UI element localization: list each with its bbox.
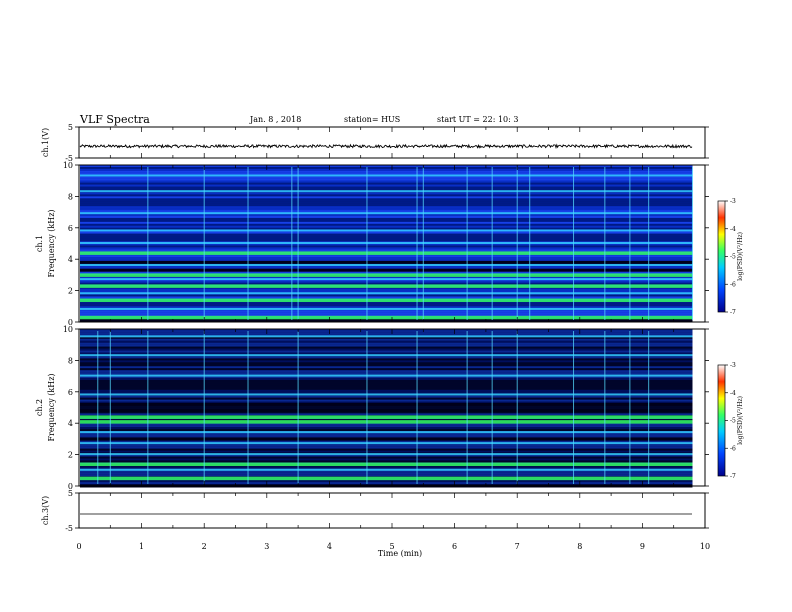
spectrogram-texture bbox=[80, 328, 693, 486]
emission-band bbox=[80, 476, 693, 481]
emission-band bbox=[80, 292, 693, 295]
x-tick-label: 10 bbox=[700, 542, 710, 551]
y-tick-label: 10 bbox=[63, 325, 73, 334]
emission-band bbox=[80, 273, 693, 277]
emission-band bbox=[80, 420, 693, 424]
y-axis-label: Frequency (kHz) bbox=[47, 373, 56, 441]
x-tick-label: 6 bbox=[452, 542, 457, 551]
start-time-label: start UT = 22: 10: 3 bbox=[437, 115, 518, 124]
emission-band bbox=[80, 393, 693, 396]
dark-band bbox=[80, 437, 693, 441]
x-tick-label: 2 bbox=[202, 542, 207, 551]
y-tick-label: 2 bbox=[68, 451, 73, 460]
emission-band bbox=[80, 190, 693, 193]
emission-band bbox=[80, 284, 693, 288]
colorbar-tick-label: -4 bbox=[730, 390, 736, 397]
emission-band bbox=[80, 431, 693, 434]
y-axis-label: ch.3(V) bbox=[41, 496, 50, 525]
dark-band bbox=[80, 402, 693, 406]
emission-band bbox=[80, 174, 693, 177]
emission-band bbox=[80, 468, 693, 471]
y-tick-label: 5 bbox=[68, 123, 73, 132]
figure-title: VLF Spectra bbox=[79, 113, 150, 126]
ch2-colorbar: -3 -4 -5 -6 -7 log(PSD)(V²/Hz) bbox=[717, 362, 744, 480]
y-tick-label: 6 bbox=[68, 388, 73, 397]
dark-band bbox=[80, 318, 693, 322]
colorbar-tick-label: -4 bbox=[730, 226, 736, 233]
emission-band bbox=[80, 229, 693, 232]
colorbar-label: log(PSD)(V²/Hz) bbox=[737, 396, 744, 445]
colorbar-tick-label: -7 bbox=[730, 309, 736, 316]
emission-band bbox=[80, 442, 693, 445]
emission-band bbox=[80, 415, 693, 419]
emission-band bbox=[80, 251, 693, 255]
y-tick-label: -5 bbox=[65, 154, 73, 163]
x-tick-label: 8 bbox=[577, 542, 582, 551]
emission-band bbox=[80, 298, 693, 303]
ch1-colorbar: -3 -4 -5 -6 -7 log(PSD)(V²/Hz) bbox=[717, 198, 744, 316]
emission-band bbox=[80, 242, 693, 244]
colorbar-tick-label: -5 bbox=[730, 418, 736, 425]
x-tick-label: 5 bbox=[389, 542, 394, 551]
waveform-line bbox=[79, 143, 693, 150]
colorbar-gradient bbox=[717, 364, 726, 477]
y-tick-label: -5 bbox=[65, 524, 73, 533]
y-tick-label: 0 bbox=[68, 318, 73, 327]
colorbar-label: log(PSD)(V²/Hz) bbox=[737, 232, 744, 281]
emission-band bbox=[80, 374, 693, 377]
colorbar-tick-label: -5 bbox=[730, 254, 736, 261]
ch1-spectrogram-panel: 0 2 4 6 8 10 ch.1 Frequency (kHz) bbox=[35, 161, 709, 327]
x-tick-label: 7 bbox=[515, 542, 520, 551]
y-tick-label: 8 bbox=[68, 356, 73, 365]
y-tick-label: 4 bbox=[68, 255, 73, 264]
x-tick-label: 1 bbox=[139, 542, 144, 551]
ch3-waveform-panel: 5 -5 ch.3(V) 0 1 2 3 4 5 6 7 8 9 10 bbox=[41, 489, 710, 551]
x-tick-label: 9 bbox=[640, 542, 645, 551]
colorbar-gradient bbox=[717, 200, 726, 313]
dark-band bbox=[80, 409, 693, 413]
y-axis-label: ch.2 bbox=[35, 399, 44, 416]
date-label: Jan. 8 , 2018 bbox=[249, 115, 301, 124]
ch1-waveform-panel: 5 -5 ch.1(V) bbox=[41, 123, 709, 163]
y-tick-label: 0 bbox=[68, 482, 73, 491]
y-tick-label: 2 bbox=[68, 287, 73, 296]
emission-band bbox=[80, 212, 693, 215]
ch2-spectrogram-panel: 0 2 4 6 8 10 ch.2 Frequency (kHz) bbox=[35, 325, 709, 491]
y-axis-label: Frequency (kHz) bbox=[47, 209, 56, 277]
x-axis-label: Time (min) bbox=[378, 549, 422, 558]
y-tick-label: 4 bbox=[68, 419, 73, 428]
dark-band bbox=[80, 260, 693, 264]
y-axis-label: ch.1 bbox=[35, 235, 44, 252]
emission-band bbox=[80, 263, 693, 266]
emission-band bbox=[80, 315, 693, 320]
colorbar-tick-label: -7 bbox=[730, 473, 736, 480]
colorbar-tick-label: -6 bbox=[730, 445, 736, 452]
emission-band bbox=[80, 335, 693, 338]
y-tick-label: 6 bbox=[68, 224, 73, 233]
plot-frame bbox=[78, 126, 706, 159]
station-label: station= HUS bbox=[344, 115, 400, 124]
y-tick-label: 10 bbox=[63, 161, 73, 170]
colorbar-tick-label: -6 bbox=[730, 281, 736, 288]
dark-band bbox=[80, 268, 693, 272]
colorbar-tick-label: -3 bbox=[730, 362, 736, 369]
emission-band bbox=[80, 278, 693, 281]
y-tick-label: 8 bbox=[68, 192, 73, 201]
y-tick-label: 5 bbox=[68, 489, 73, 498]
y-axis-label: ch.1(V) bbox=[41, 128, 50, 157]
x-tick-label: 4 bbox=[327, 542, 332, 551]
x-tick-label: 3 bbox=[264, 542, 269, 551]
emission-band bbox=[80, 307, 693, 310]
colorbar-tick-label: -3 bbox=[730, 198, 736, 205]
emission-band bbox=[80, 462, 693, 467]
x-tick-label: 0 bbox=[76, 542, 81, 551]
plot-frame bbox=[78, 492, 706, 529]
emission-band bbox=[80, 354, 693, 357]
emission-band bbox=[80, 453, 693, 456]
